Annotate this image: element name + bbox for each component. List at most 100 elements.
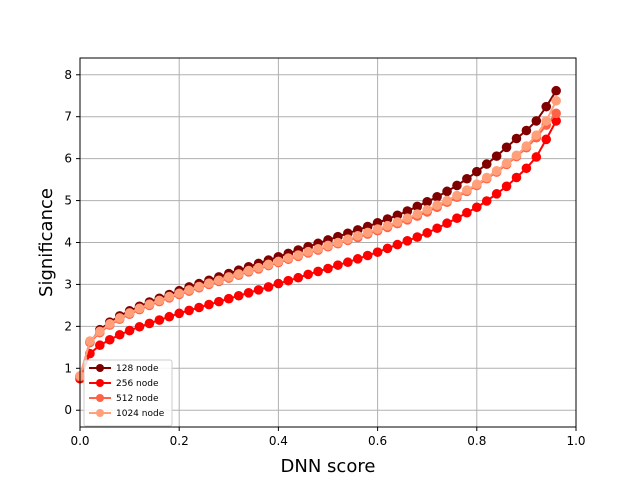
data-point (352, 230, 363, 241)
data-point (402, 213, 413, 223)
data-point (134, 321, 145, 332)
data-point (85, 336, 95, 346)
data-point (442, 186, 452, 197)
data-point (422, 204, 433, 215)
data-point (263, 259, 274, 270)
data-point (95, 326, 105, 337)
data-point (442, 218, 452, 229)
data-point (432, 191, 442, 202)
data-point (541, 134, 552, 145)
data-point (204, 299, 214, 310)
data-point (452, 180, 462, 191)
data-point (491, 151, 502, 161)
data-point (472, 179, 482, 190)
y-tick-label: 5 (64, 194, 72, 208)
data-point (214, 275, 224, 286)
data-point (521, 163, 532, 174)
data-point (293, 272, 304, 283)
data-point (293, 250, 304, 260)
data-point (154, 295, 165, 306)
ticks: 0.0 0.2 0.4 0.6 0.8 1.0 0 1 2 3 4 5 6 7 8 (64, 68, 585, 448)
data-point (491, 166, 502, 176)
data-point (551, 85, 561, 96)
data-point (491, 189, 502, 199)
data-point (174, 288, 184, 299)
legend-label: 1024 node (116, 409, 165, 419)
x-tick-label: 0.2 (170, 434, 189, 448)
data-point (144, 299, 155, 309)
y-tick-label: 7 (64, 110, 72, 124)
data-point (382, 214, 393, 224)
x-tick-label: 0.4 (269, 434, 288, 448)
data-point (531, 116, 542, 126)
data-point (481, 172, 492, 183)
x-tick-label: 0.8 (467, 434, 486, 448)
data-point (224, 293, 234, 304)
data-point (362, 250, 373, 261)
data-point (124, 308, 135, 318)
data-point (432, 223, 442, 234)
data-point (412, 232, 423, 242)
data-point (511, 150, 522, 161)
y-tick-label: 0 (64, 403, 72, 417)
data-point (283, 275, 294, 286)
data-point (124, 325, 135, 336)
data-point (114, 329, 125, 340)
series-layer (75, 85, 561, 384)
data-point (104, 334, 115, 345)
data-point (481, 196, 492, 206)
legend-label: 512 node (116, 394, 159, 404)
legend: 128 node 256 node 512 node 1024 node (83, 359, 173, 427)
data-point (313, 266, 323, 277)
data-point (501, 158, 512, 169)
data-point (253, 285, 264, 295)
data-point (511, 133, 522, 144)
data-point (243, 265, 254, 276)
legend-label: 128 node (116, 364, 159, 374)
data-point (333, 260, 343, 270)
data-point (204, 278, 214, 288)
x-tick-label: 1.0 (566, 434, 585, 448)
data-point (501, 142, 512, 153)
y-tick-label: 2 (64, 319, 72, 333)
legend-swatch-marker (96, 379, 104, 387)
x-tick-label: 0.6 (368, 434, 387, 448)
y-tick-label: 8 (64, 68, 72, 82)
data-point (541, 116, 552, 126)
x-tick-label: 0.0 (70, 434, 89, 448)
data-point (541, 101, 552, 112)
data-point (372, 224, 383, 234)
data-point (521, 125, 532, 136)
data-point (343, 257, 353, 268)
data-point (402, 236, 413, 246)
data-point (114, 313, 125, 323)
data-point (422, 228, 433, 238)
data-point (352, 254, 363, 264)
data-point (531, 130, 542, 140)
data-point (214, 296, 224, 307)
y-tick-label: 1 (64, 361, 72, 375)
data-point (144, 318, 155, 329)
legend-box (83, 359, 173, 427)
data-point (253, 262, 264, 273)
data-point (422, 197, 433, 207)
legend-label: 256 node (116, 379, 159, 389)
data-point (501, 181, 512, 192)
data-point (472, 166, 482, 177)
data-point (432, 200, 442, 210)
y-tick-label: 3 (64, 277, 72, 291)
data-point (511, 172, 522, 183)
data-point (362, 227, 373, 238)
data-point (263, 282, 274, 292)
data-point (184, 285, 194, 295)
data-point (452, 190, 462, 201)
data-point (95, 340, 105, 351)
data-point (392, 210, 403, 221)
data-point (442, 195, 452, 206)
data-point (382, 243, 393, 254)
data-point (184, 305, 194, 316)
data-point (313, 243, 323, 254)
data-point (154, 315, 165, 325)
data-point (174, 308, 184, 319)
